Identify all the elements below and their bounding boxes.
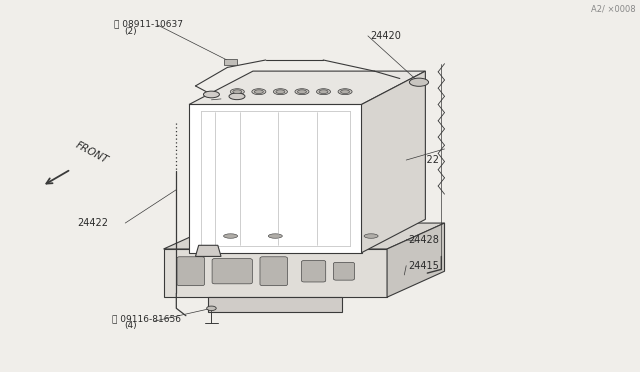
Ellipse shape <box>317 89 330 94</box>
Ellipse shape <box>319 90 328 93</box>
Polygon shape <box>195 245 221 256</box>
Text: 24422: 24422 <box>408 155 439 165</box>
Ellipse shape <box>273 89 287 94</box>
Ellipse shape <box>338 89 352 94</box>
FancyBboxPatch shape <box>260 257 287 286</box>
Ellipse shape <box>204 91 220 98</box>
Polygon shape <box>208 297 342 312</box>
FancyBboxPatch shape <box>301 260 326 282</box>
Ellipse shape <box>276 90 285 93</box>
Text: 24420: 24420 <box>370 31 401 41</box>
Ellipse shape <box>268 234 282 238</box>
Text: 24428: 24428 <box>408 235 439 245</box>
Ellipse shape <box>230 89 244 94</box>
FancyBboxPatch shape <box>333 262 355 280</box>
Text: Ⓝ 08911-10637: Ⓝ 08911-10637 <box>115 20 184 29</box>
Ellipse shape <box>233 90 242 93</box>
FancyBboxPatch shape <box>224 58 237 65</box>
Ellipse shape <box>252 89 266 94</box>
Text: A2/ ×0008: A2/ ×0008 <box>591 5 636 14</box>
Polygon shape <box>164 249 387 297</box>
Polygon shape <box>387 223 445 297</box>
Ellipse shape <box>254 90 263 93</box>
Polygon shape <box>189 105 362 253</box>
Ellipse shape <box>207 306 216 311</box>
Text: 24415: 24415 <box>408 261 439 271</box>
Polygon shape <box>164 223 445 249</box>
Polygon shape <box>189 71 426 105</box>
Text: Ⓑ 09116-81656: Ⓑ 09116-81656 <box>113 314 182 323</box>
Text: (4): (4) <box>125 321 137 330</box>
Text: 24422: 24422 <box>77 218 108 228</box>
Ellipse shape <box>364 234 378 238</box>
Polygon shape <box>362 71 426 253</box>
Text: (2): (2) <box>125 26 137 36</box>
FancyBboxPatch shape <box>177 257 204 286</box>
Text: FRONT: FRONT <box>74 140 110 166</box>
Text: 24410: 24410 <box>223 94 253 104</box>
Ellipse shape <box>298 90 307 93</box>
Ellipse shape <box>340 90 349 93</box>
FancyBboxPatch shape <box>212 259 252 284</box>
Ellipse shape <box>223 234 237 238</box>
Ellipse shape <box>295 89 309 94</box>
Ellipse shape <box>410 78 429 86</box>
Ellipse shape <box>229 93 245 100</box>
